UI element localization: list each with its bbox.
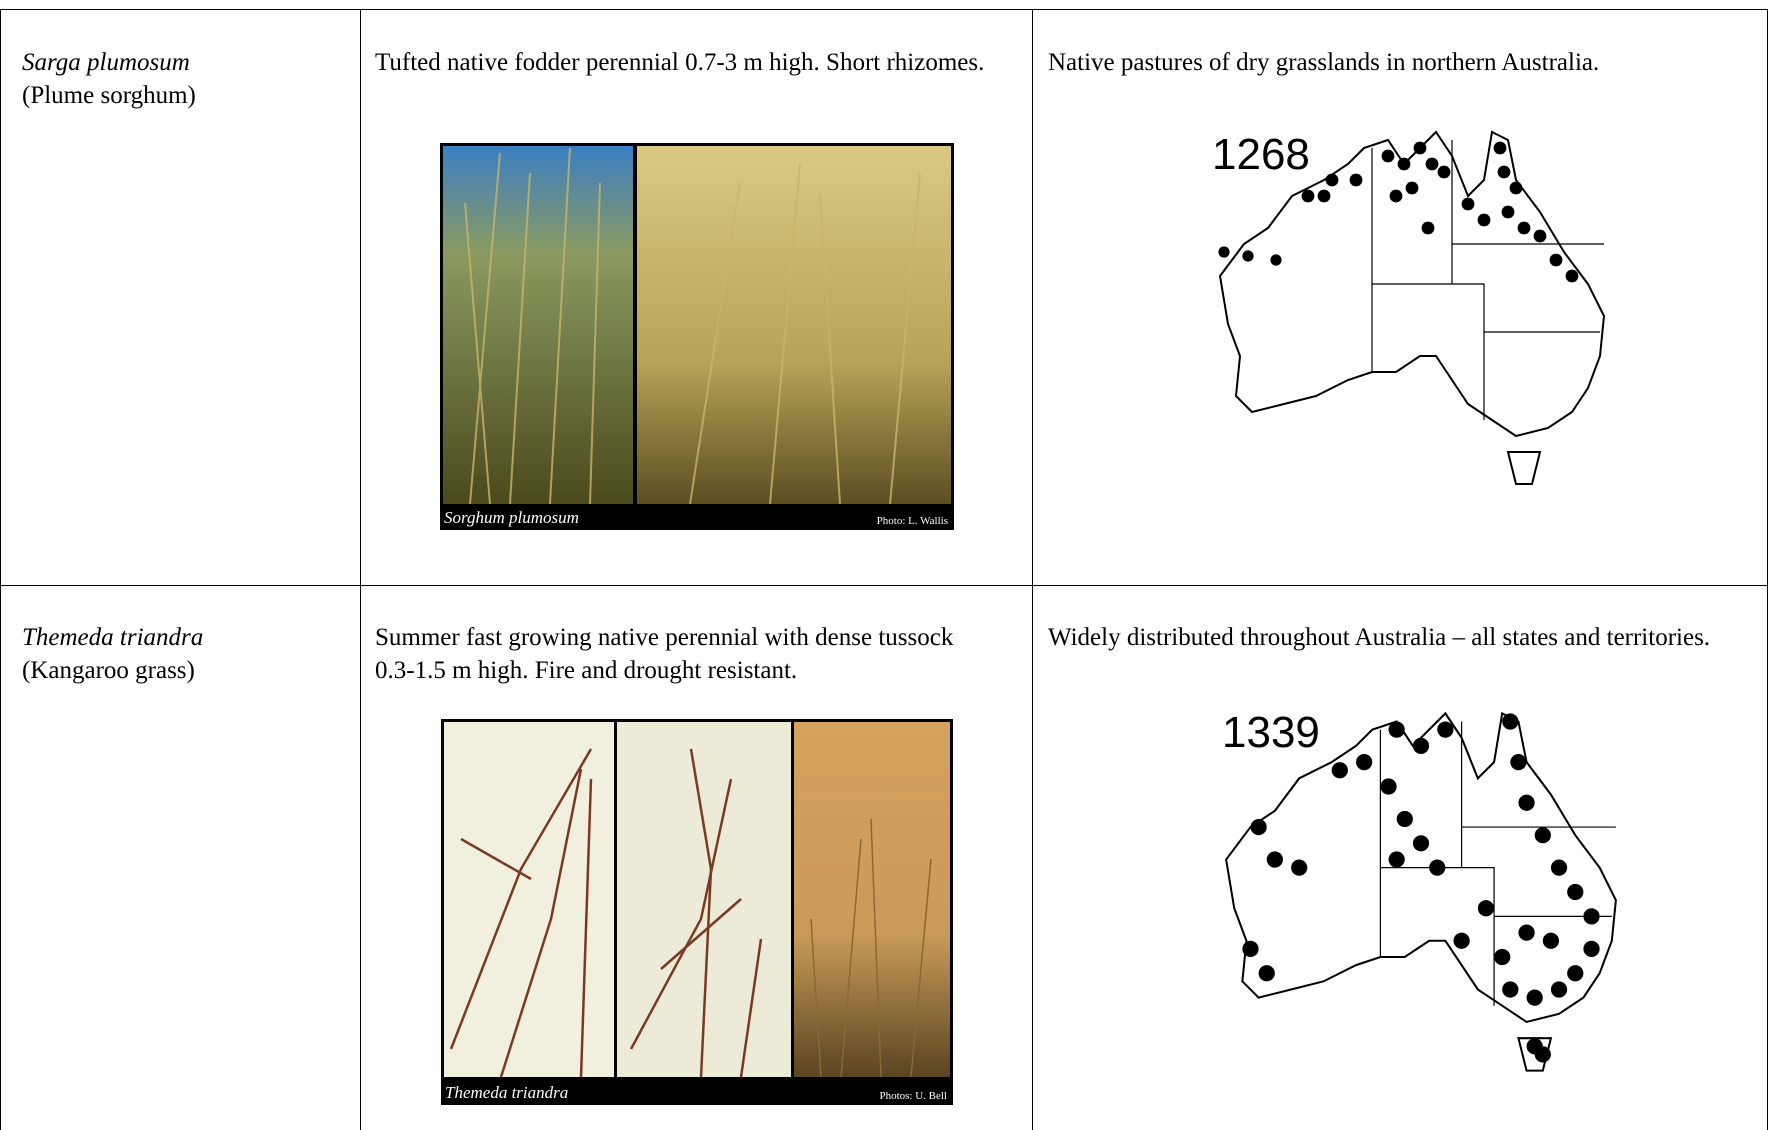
photo-caption: Sorghum plumosum: [444, 508, 579, 528]
distribution: Native pastures of dry grasslands in nor…: [1048, 46, 1758, 79]
table-border: [0, 585, 1768, 586]
photo-credit: Photos: U. Bell: [879, 1090, 947, 1102]
photo-credit: Photo: L. Wallis: [877, 515, 948, 527]
table-border: [0, 9, 1, 1130]
distribution-map: [1212, 124, 1612, 500]
photo: Sorghum plumosum Photo: L. Wallis: [440, 143, 954, 530]
description: Tufted native fodder perennial 0.7-3 m h…: [375, 46, 995, 79]
table-border: [0, 9, 1768, 10]
species-cell: Sarga plumosum (Plume sorghum): [22, 46, 196, 112]
table-border: [360, 9, 361, 1130]
description: Summer fast growing native perennial wit…: [375, 621, 995, 687]
document: Sarga plumosum (Plume sorghum) Tufted na…: [0, 0, 1768, 1130]
common-name: (Plume sorghum): [22, 82, 196, 109]
photo-caption: Themeda triandra: [445, 1083, 568, 1103]
species-cell: Themeda triandra (Kangaroo grass): [22, 621, 203, 687]
species-name: Sarga plumosum: [22, 46, 196, 79]
distribution-map: [1218, 705, 1624, 1075]
distribution: Widely distributed throughout Australia …: [1048, 621, 1758, 654]
species-name: Themeda triandra: [22, 621, 203, 654]
common-name: (Kangaroo grass): [22, 657, 195, 684]
photo-image: [440, 143, 954, 530]
photo-image: [441, 719, 953, 1105]
table-border: [1032, 9, 1033, 1130]
photo: Themeda triandra Photos: U. Bell: [441, 719, 953, 1105]
